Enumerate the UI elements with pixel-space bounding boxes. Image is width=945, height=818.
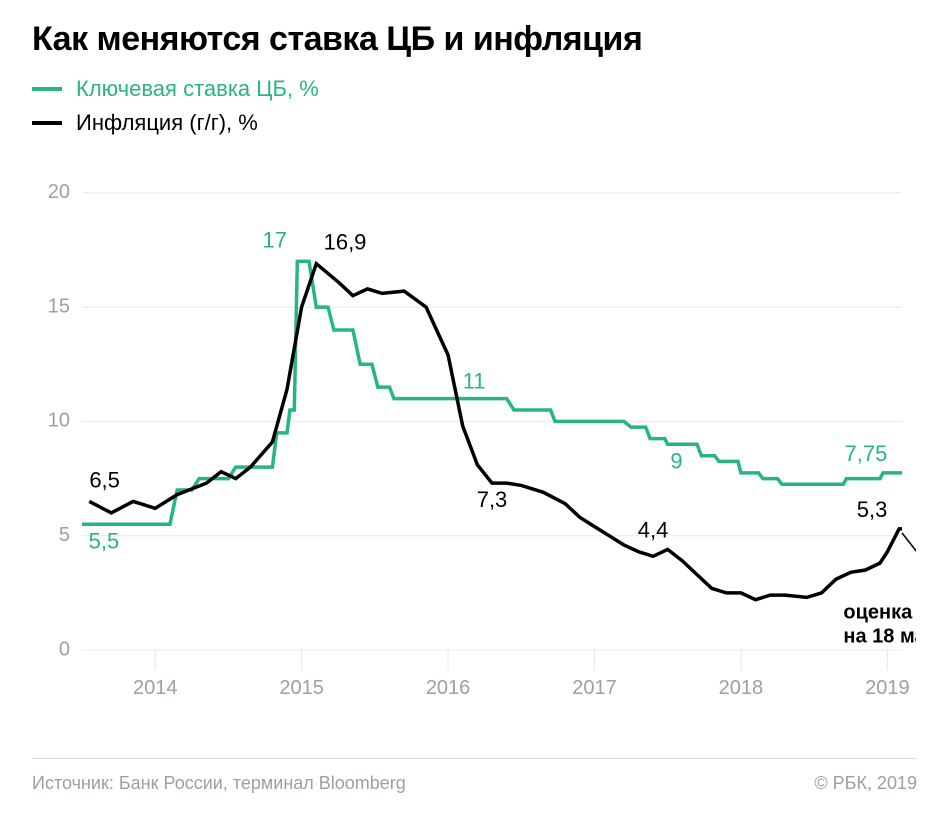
chart-svg: 0 5 10 15 20 2014 2015 2016 2017 2018 2019 5,5 6,5 17… <box>32 160 916 720</box>
point-label: 6,5 <box>89 467 120 492</box>
legend-item-rate: Ключевая ставка ЦБ, % <box>32 76 319 102</box>
point-label: 9 <box>670 448 682 473</box>
x-tick-label: 2016 <box>426 677 471 699</box>
footer: Источник: Банк России, терминал Bloomber… <box>32 758 917 794</box>
point-label: 7,75 <box>845 441 888 466</box>
legend: Ключевая ставка ЦБ, % Инфляция (г/г), % <box>32 76 319 144</box>
point-label: 11 <box>463 369 486 394</box>
point-label: 16,9 <box>324 230 367 255</box>
y-tick-label: 20 <box>48 181 70 203</box>
x-tick-label: 2018 <box>719 677 764 699</box>
legend-swatch-rate <box>32 87 62 91</box>
point-label: 7,3 <box>477 487 508 512</box>
series-line <box>89 264 902 600</box>
copyright-text: © РБК, 2019 <box>814 773 917 794</box>
y-tick-label: 5 <box>59 524 70 546</box>
x-tick-label: 2017 <box>572 677 617 699</box>
chart-title: Как меняются ставка ЦБ и инфляция <box>32 20 642 59</box>
point-label: 17 <box>263 227 287 252</box>
annotation-line2: на 18 марта <box>843 626 916 648</box>
annotation-leader <box>902 533 916 599</box>
legend-item-inflation: Инфляция (г/г), % <box>32 110 319 136</box>
x-tick-label: 2019 <box>865 677 910 699</box>
x-tick-label: 2014 <box>133 677 178 699</box>
y-tick-label: 15 <box>48 295 70 317</box>
source-text: Источник: Банк России, терминал Bloomber… <box>32 773 406 794</box>
legend-label-rate: Ключевая ставка ЦБ, % <box>76 76 319 102</box>
point-label: 4,4 <box>638 517 669 542</box>
x-tick-label: 2015 <box>279 677 324 699</box>
legend-label-inflation: Инфляция (г/г), % <box>76 110 258 136</box>
point-label: 5,5 <box>89 528 120 553</box>
legend-swatch-inflation <box>32 121 62 125</box>
annotation-line1: оценка ЦБ <box>843 602 916 624</box>
y-tick-label: 10 <box>48 410 70 432</box>
chart-area: 0 5 10 15 20 2014 2015 2016 2017 2018 2019 5,5 6,5 17… <box>32 160 916 720</box>
y-tick-label: 0 <box>59 638 70 660</box>
point-label: 5,3 <box>857 497 888 522</box>
